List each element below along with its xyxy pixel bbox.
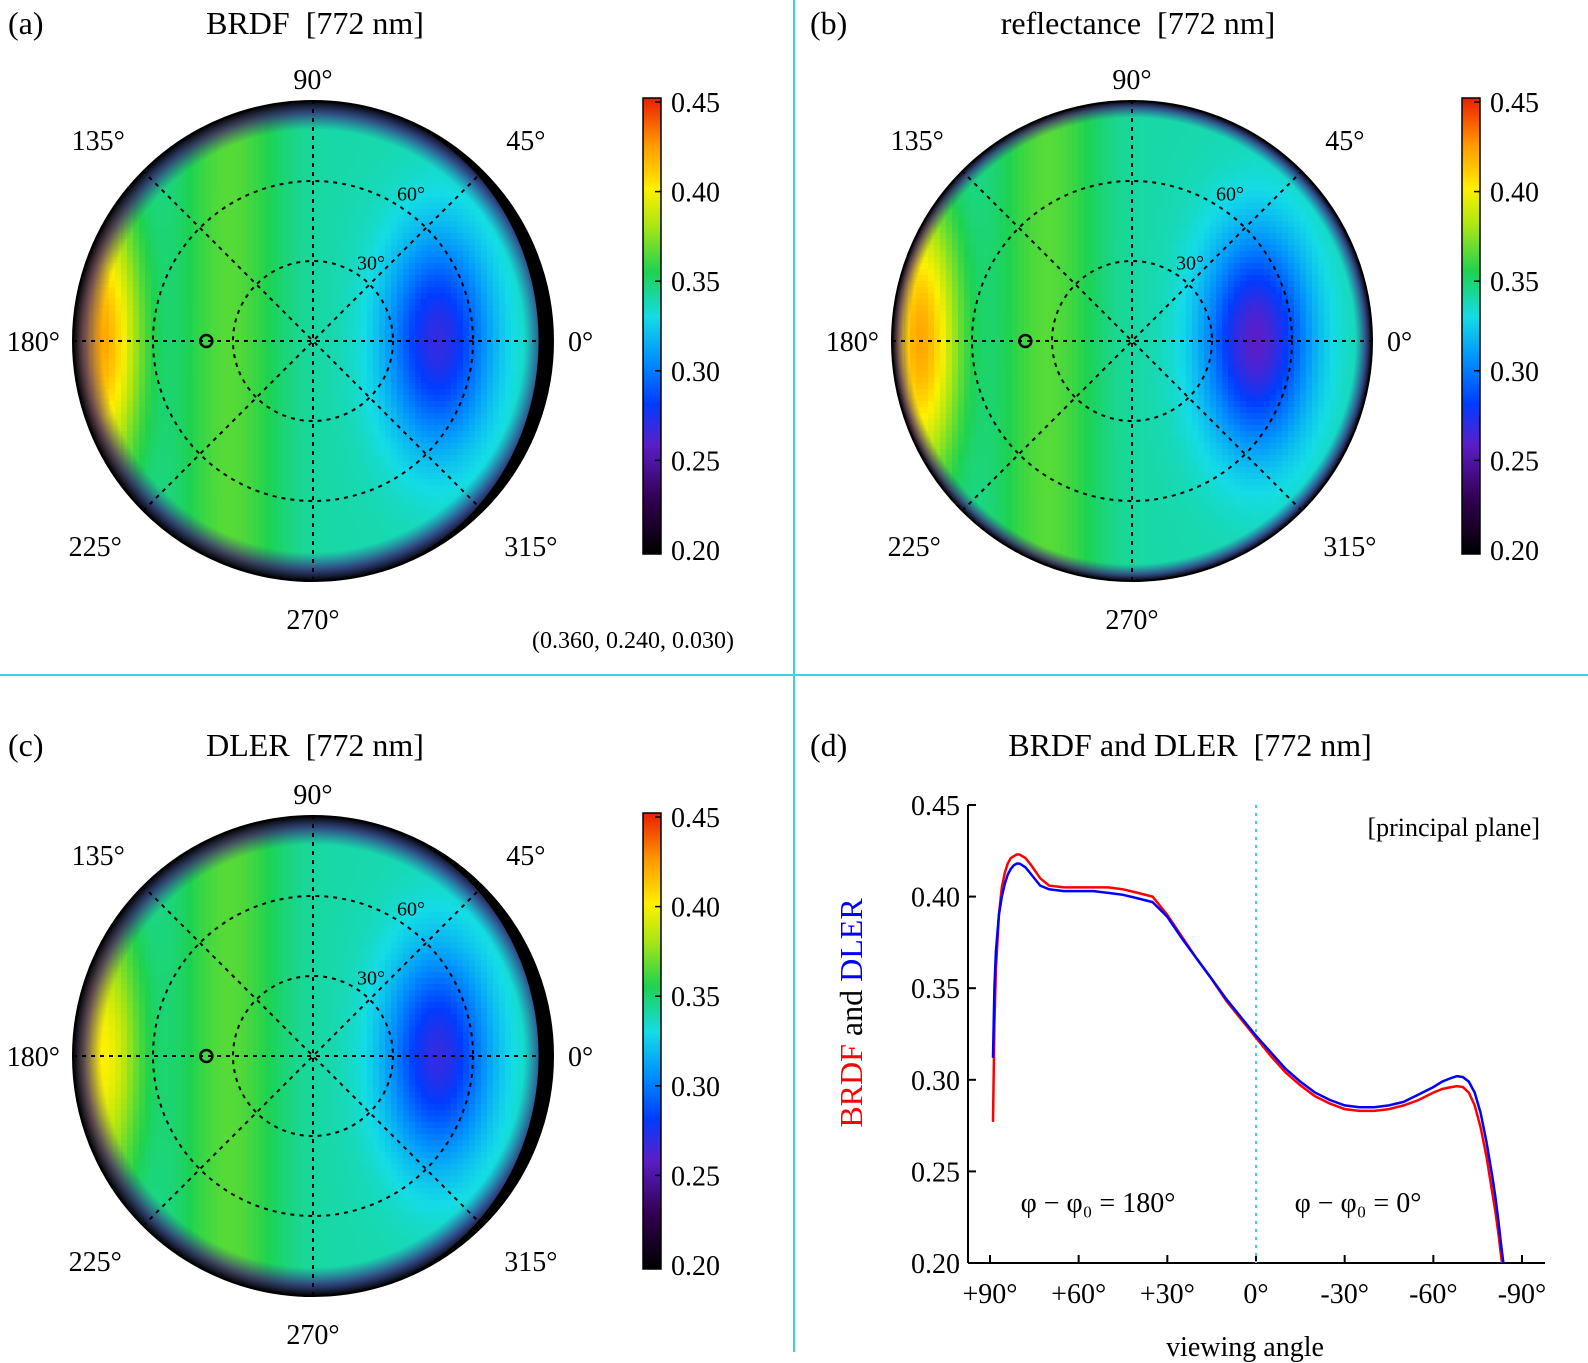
heatmap-cell (151, 149, 158, 156)
heatmap-cell (73, 401, 80, 408)
heatmap-cell (241, 101, 248, 108)
heatmap-cell (73, 269, 80, 276)
heatmap-cell (229, 569, 236, 576)
heatmap-cell (79, 251, 86, 258)
heatmap-cell (133, 167, 140, 174)
heatmap-cell (169, 137, 176, 144)
heatmap-cell (187, 125, 194, 132)
heatmap-cell (397, 107, 404, 114)
heatmap-cell (73, 275, 80, 282)
heatmap-cell (91, 227, 98, 234)
panel-label-a: (a) (8, 5, 44, 41)
heatmap-cell (79, 419, 86, 426)
heatmap-cell (127, 173, 134, 180)
heatmap-cell (475, 521, 482, 528)
heatmap-cell (121, 497, 128, 504)
heatmap-cell (223, 107, 230, 114)
heatmap-cell (475, 155, 482, 162)
heatmap-cell (247, 101, 254, 108)
heatmap-cell (469, 527, 476, 534)
heatmap-cell (103, 473, 110, 480)
coefficient-note: (0.360, 0.240, 0.030) (532, 628, 734, 654)
heatmap-cell (247, 575, 254, 581)
heatmap-cell (391, 569, 398, 576)
heatmap-cell (121, 179, 128, 186)
panel-title-c: DLER [772 nm] (206, 727, 424, 763)
panel-title-a: BRDF [772 nm] (206, 5, 424, 41)
heatmap-cell (103, 203, 110, 210)
heatmap-cell (421, 557, 428, 564)
heatmap-cell (199, 119, 206, 126)
heatmap-cell (493, 503, 500, 510)
heatmap-cell (133, 509, 140, 516)
panel-title-b: reflectance [772 nm] (1001, 5, 1276, 41)
heatmap-cell (253, 575, 260, 581)
heatmap-cell (211, 113, 218, 120)
heatmap-cell (187, 551, 194, 558)
polar-plot-brdf: 30°60°90°45°0°315°270°225°180°135°0.450.… (7, 65, 720, 636)
heatmap-cell (421, 119, 428, 126)
heatmap-cell (151, 527, 158, 534)
heatmap-cell (79, 257, 86, 264)
heatmap-cell (379, 101, 386, 108)
heatmap-cell (433, 551, 440, 558)
heatmap-cell (457, 533, 464, 540)
heatmap-cell (229, 107, 236, 114)
heatmap-cell (211, 563, 218, 570)
heatmap-cell (241, 575, 248, 581)
heatmap-cell (397, 569, 404, 576)
heatmap-cell (499, 179, 506, 186)
heatmap-cell (175, 545, 182, 552)
heatmap-cell (91, 449, 98, 456)
heatmap-cell (451, 137, 458, 144)
heatmap-cell (481, 161, 488, 168)
panel-label-b: (b) (810, 5, 847, 41)
heatmap-cell (445, 131, 452, 138)
heatmap-cell (373, 101, 380, 108)
heatmap-cell (481, 515, 488, 522)
heatmap-cell (487, 167, 494, 174)
heatmap-cell (451, 539, 458, 546)
heatmap-cell (469, 149, 476, 156)
heatmap-cell (139, 161, 146, 168)
heatmap-cell (199, 557, 206, 564)
heatmap-cell (409, 563, 416, 570)
heatmap-cell (79, 425, 86, 432)
heatmap-cell (391, 107, 398, 114)
heatmap-cell (127, 503, 134, 510)
heatmap-cell (409, 113, 416, 120)
heatmap-cell (163, 533, 170, 540)
heatmap-cell (223, 569, 230, 576)
heatmap-cell (85, 239, 92, 246)
heatmap-cell (487, 509, 494, 516)
heatmap-cell (373, 575, 380, 581)
heatmap-cell (97, 461, 104, 468)
heatmap-cell (73, 407, 80, 414)
heatmap-cell (145, 155, 152, 162)
panel-label-d: (d) (810, 727, 847, 763)
heatmap-cell (145, 521, 152, 528)
heatmap-cell (493, 173, 500, 180)
heatmap-cell (433, 125, 440, 132)
heatmap-cell (109, 479, 116, 486)
heatmap-cell (97, 215, 104, 222)
heatmap-cell (169, 539, 176, 546)
panel-label-c: (c) (8, 727, 44, 763)
heatmap-cell (439, 545, 446, 552)
heatmap-cell (445, 545, 452, 552)
heatmap-cell (505, 191, 512, 198)
heatmap-cell (85, 437, 92, 444)
polar-heatmap (73, 101, 553, 581)
heatmap-cell (109, 197, 116, 204)
panel-title-d: BRDF and DLER [772 nm] (1008, 727, 1372, 763)
heatmap-cell (367, 575, 374, 581)
heatmap-cell (499, 497, 506, 504)
heatmap-cell (175, 131, 182, 138)
heatmap-cell (139, 515, 146, 522)
heatmap-cell (379, 575, 386, 581)
